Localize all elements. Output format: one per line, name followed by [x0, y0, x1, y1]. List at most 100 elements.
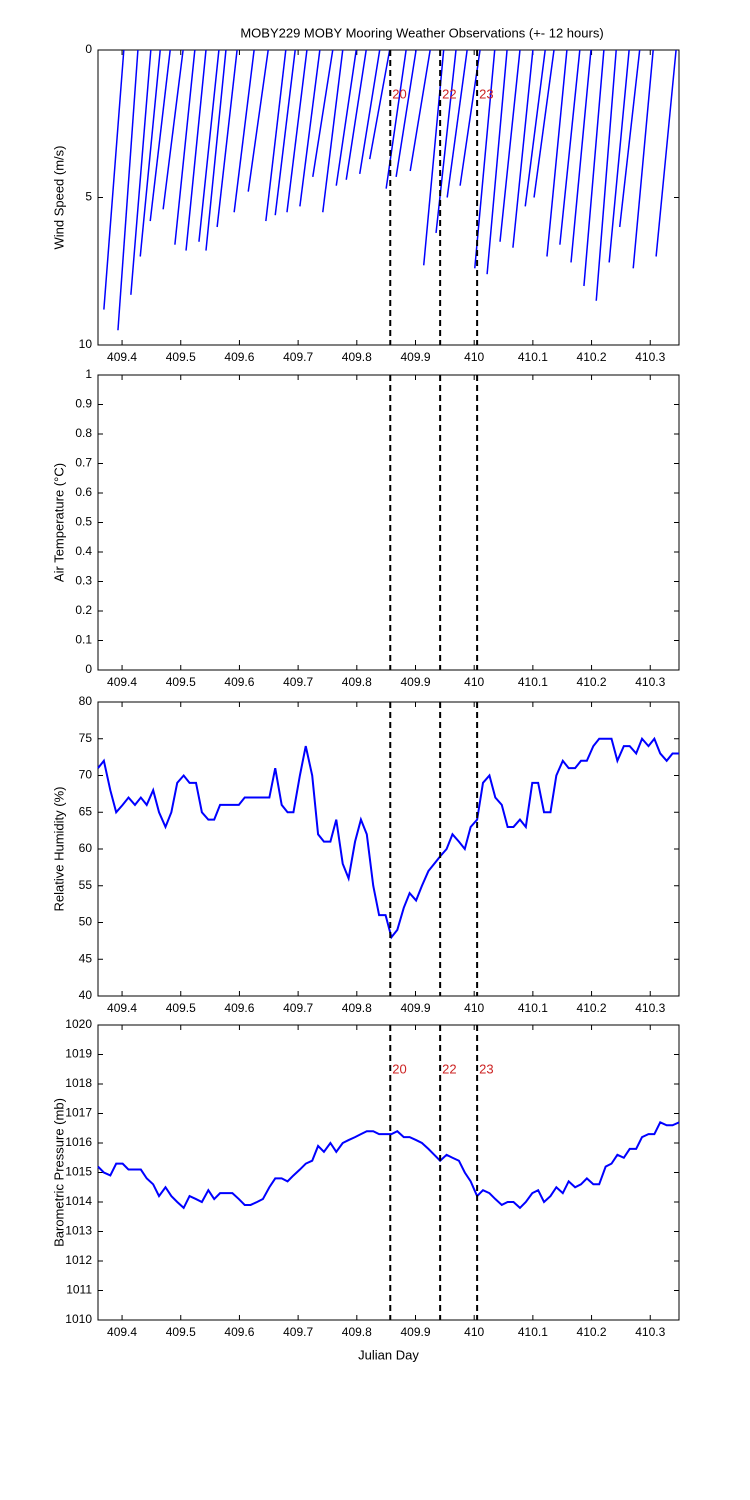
wind-vector [546, 49, 568, 257]
wind-vector [103, 49, 125, 310]
y-tick-label: 1014 [65, 1194, 92, 1208]
y-axis-label: Wind Speed (m/s) [51, 145, 66, 249]
x-tick-label: 410.1 [518, 350, 548, 364]
wind-vector [655, 49, 677, 257]
x-tick-label: 410.1 [518, 1325, 548, 1339]
wind-vector [299, 49, 321, 207]
y-tick-label: 45 [79, 951, 93, 965]
x-tick-label: 409.9 [400, 350, 430, 364]
x-tick-label: 409.5 [166, 1001, 196, 1015]
wind-vector [486, 49, 508, 275]
x-tick-label: 409.4 [107, 1325, 137, 1339]
wind-vector [359, 49, 381, 175]
plot-frame [97, 1024, 680, 1321]
wind-vector [632, 49, 654, 269]
x-tick-label: 410.3 [635, 675, 665, 689]
y-tick-label: 0.5 [75, 515, 92, 529]
y-tick-label: 80 [79, 694, 93, 708]
y-tick-label: 75 [79, 731, 93, 745]
event-label: 22 [442, 1061, 456, 1076]
y-tick-label: 1010 [65, 1312, 92, 1326]
wind-vector [409, 49, 431, 172]
y-tick-label: 0 [85, 42, 92, 56]
y-tick-label: 0.2 [75, 603, 92, 617]
x-tick-label: 409.5 [166, 1325, 196, 1339]
y-tick-label: 5 [85, 190, 92, 204]
y-tick-label: 0.8 [75, 426, 92, 440]
wind-vector [198, 49, 220, 242]
x-tick-label: 409.8 [342, 675, 372, 689]
x-tick-label: 409.7 [283, 675, 313, 689]
y-tick-label: 1 [85, 367, 92, 381]
x-tick-label: 410.2 [577, 675, 607, 689]
wind-vector [524, 49, 546, 207]
wind-vector [335, 49, 357, 186]
y-tick-label: 1016 [65, 1135, 92, 1149]
data-line [97, 1121, 680, 1210]
x-tick-label: 409.8 [342, 1001, 372, 1015]
wind-vector [149, 49, 171, 222]
x-axis-label: Julian Day [358, 1347, 419, 1362]
wind-vector [570, 49, 592, 263]
wind-vector [274, 49, 296, 216]
y-tick-label: 0.7 [75, 456, 92, 470]
y-tick-label: 65 [79, 804, 93, 818]
wind-vector [499, 49, 521, 242]
wind-vector [185, 49, 207, 251]
y-tick-label: 1019 [65, 1047, 92, 1061]
y-tick-label: 60 [79, 841, 93, 855]
wind-vector [312, 49, 334, 177]
y-tick-label: 0.3 [75, 574, 92, 588]
x-tick-label: 409.9 [400, 675, 430, 689]
data-line [97, 736, 679, 940]
wind-vector [130, 49, 152, 295]
x-tick-label: 409.6 [224, 1325, 254, 1339]
y-tick-label: 0.4 [75, 544, 92, 558]
wind-vector [446, 49, 468, 198]
plot-frame [97, 701, 680, 997]
y-tick-label: 1012 [65, 1253, 92, 1267]
y-tick-label: 40 [79, 988, 93, 1002]
y-tick-label: 50 [79, 915, 93, 929]
x-tick-label: 409.4 [107, 1001, 137, 1015]
y-tick-label: 1011 [66, 1283, 92, 1297]
wind-vector [322, 49, 344, 213]
y-tick-label: 70 [79, 768, 93, 782]
x-tick-label: 410.2 [577, 350, 607, 364]
wind-vector [139, 49, 161, 257]
x-tick-label: 410 [464, 1001, 484, 1015]
y-tick-label: 1015 [65, 1165, 92, 1179]
x-tick-label: 409.6 [224, 350, 254, 364]
plot-frame [97, 49, 680, 346]
wind-vector [583, 49, 605, 287]
wind-vector [174, 49, 196, 245]
wind-vector [265, 49, 287, 222]
x-tick-label: 410.3 [635, 350, 665, 364]
x-tick-label: 409.5 [166, 350, 196, 364]
x-tick-label: 410 [464, 350, 484, 364]
wind-vector [618, 49, 641, 228]
wind-vector [608, 49, 630, 263]
wind-vector [533, 49, 555, 198]
x-tick-label: 410.3 [635, 1325, 665, 1339]
y-tick-label: 0.9 [75, 397, 92, 411]
y-tick-label: 55 [79, 878, 93, 892]
x-tick-label: 410 [464, 675, 484, 689]
x-tick-label: 409.4 [107, 675, 137, 689]
wind-vector [395, 49, 417, 177]
event-label: 23 [479, 86, 493, 101]
y-axis-label: Relative Humidity (%) [51, 787, 66, 912]
x-tick-label: 409.7 [283, 1001, 313, 1015]
x-tick-label: 409.8 [342, 1325, 372, 1339]
x-tick-label: 409.7 [283, 350, 313, 364]
wind-vector [117, 49, 139, 331]
x-tick-label: 410.3 [635, 1001, 665, 1015]
wind-vector [247, 49, 269, 192]
y-tick-label: 1017 [65, 1106, 92, 1120]
y-tick-label: 10 [79, 337, 93, 351]
x-tick-label: 409.9 [400, 1325, 430, 1339]
y-tick-label: 0.1 [75, 633, 92, 647]
wind-vector [286, 49, 308, 213]
x-tick-label: 410.1 [518, 1001, 548, 1015]
y-tick-label: 1013 [65, 1224, 92, 1238]
